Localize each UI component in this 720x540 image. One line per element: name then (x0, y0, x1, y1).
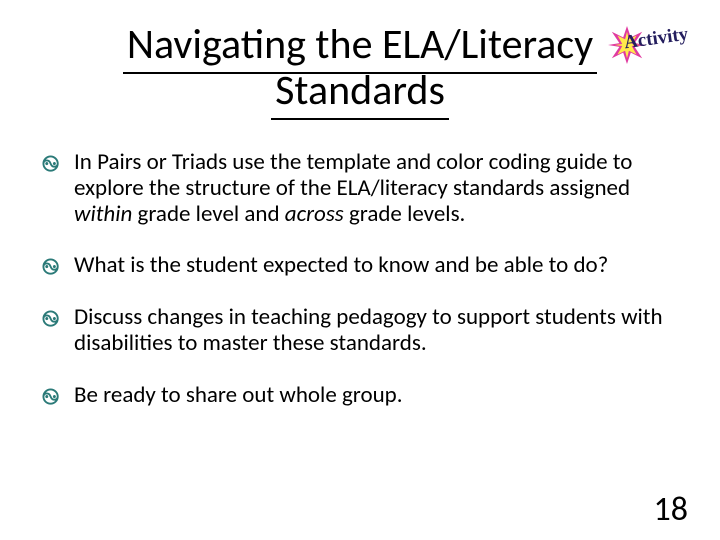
bullet-text: Be ready to share out whole group. (74, 381, 403, 409)
bullet-text: In Pairs or Triads use the template and … (74, 148, 632, 228)
title-line2: Standards (271, 65, 449, 120)
bullet-text: Discuss changes in teaching pedagogy to … (74, 303, 663, 357)
bullet-icon: ࿊ (42, 385, 59, 410)
bullet-text-part: grade levels. (344, 200, 466, 228)
bullet-icon: ࿊ (42, 255, 59, 280)
page-number: 18 (654, 489, 688, 530)
bullet-text-italic: within (74, 200, 132, 228)
activity-badge: Activity (608, 22, 692, 70)
bullet-item: ࿊ What is the student expected to know a… (42, 253, 678, 279)
bullet-text-part: grade level and (132, 200, 284, 228)
bullet-item: ࿊ Discuss changes in teaching pedagogy t… (42, 305, 678, 357)
bullet-list: ࿊ In Pairs or Triads use the template an… (42, 150, 678, 434)
bullet-item: ࿊ Be ready to share out whole group. (42, 383, 678, 409)
bullet-text: What is the student expected to know and… (74, 251, 608, 279)
slide: Navigating the ELA/Literacy Standards Ac… (0, 0, 720, 540)
bullet-icon: ࿊ (42, 307, 59, 332)
bullet-text-part: In Pairs or Triads use the template and … (74, 148, 632, 202)
bullet-text-italic: across (285, 200, 344, 228)
bullet-item: ࿊ In Pairs or Triads use the template an… (42, 150, 678, 227)
bullet-icon: ࿊ (42, 152, 59, 177)
